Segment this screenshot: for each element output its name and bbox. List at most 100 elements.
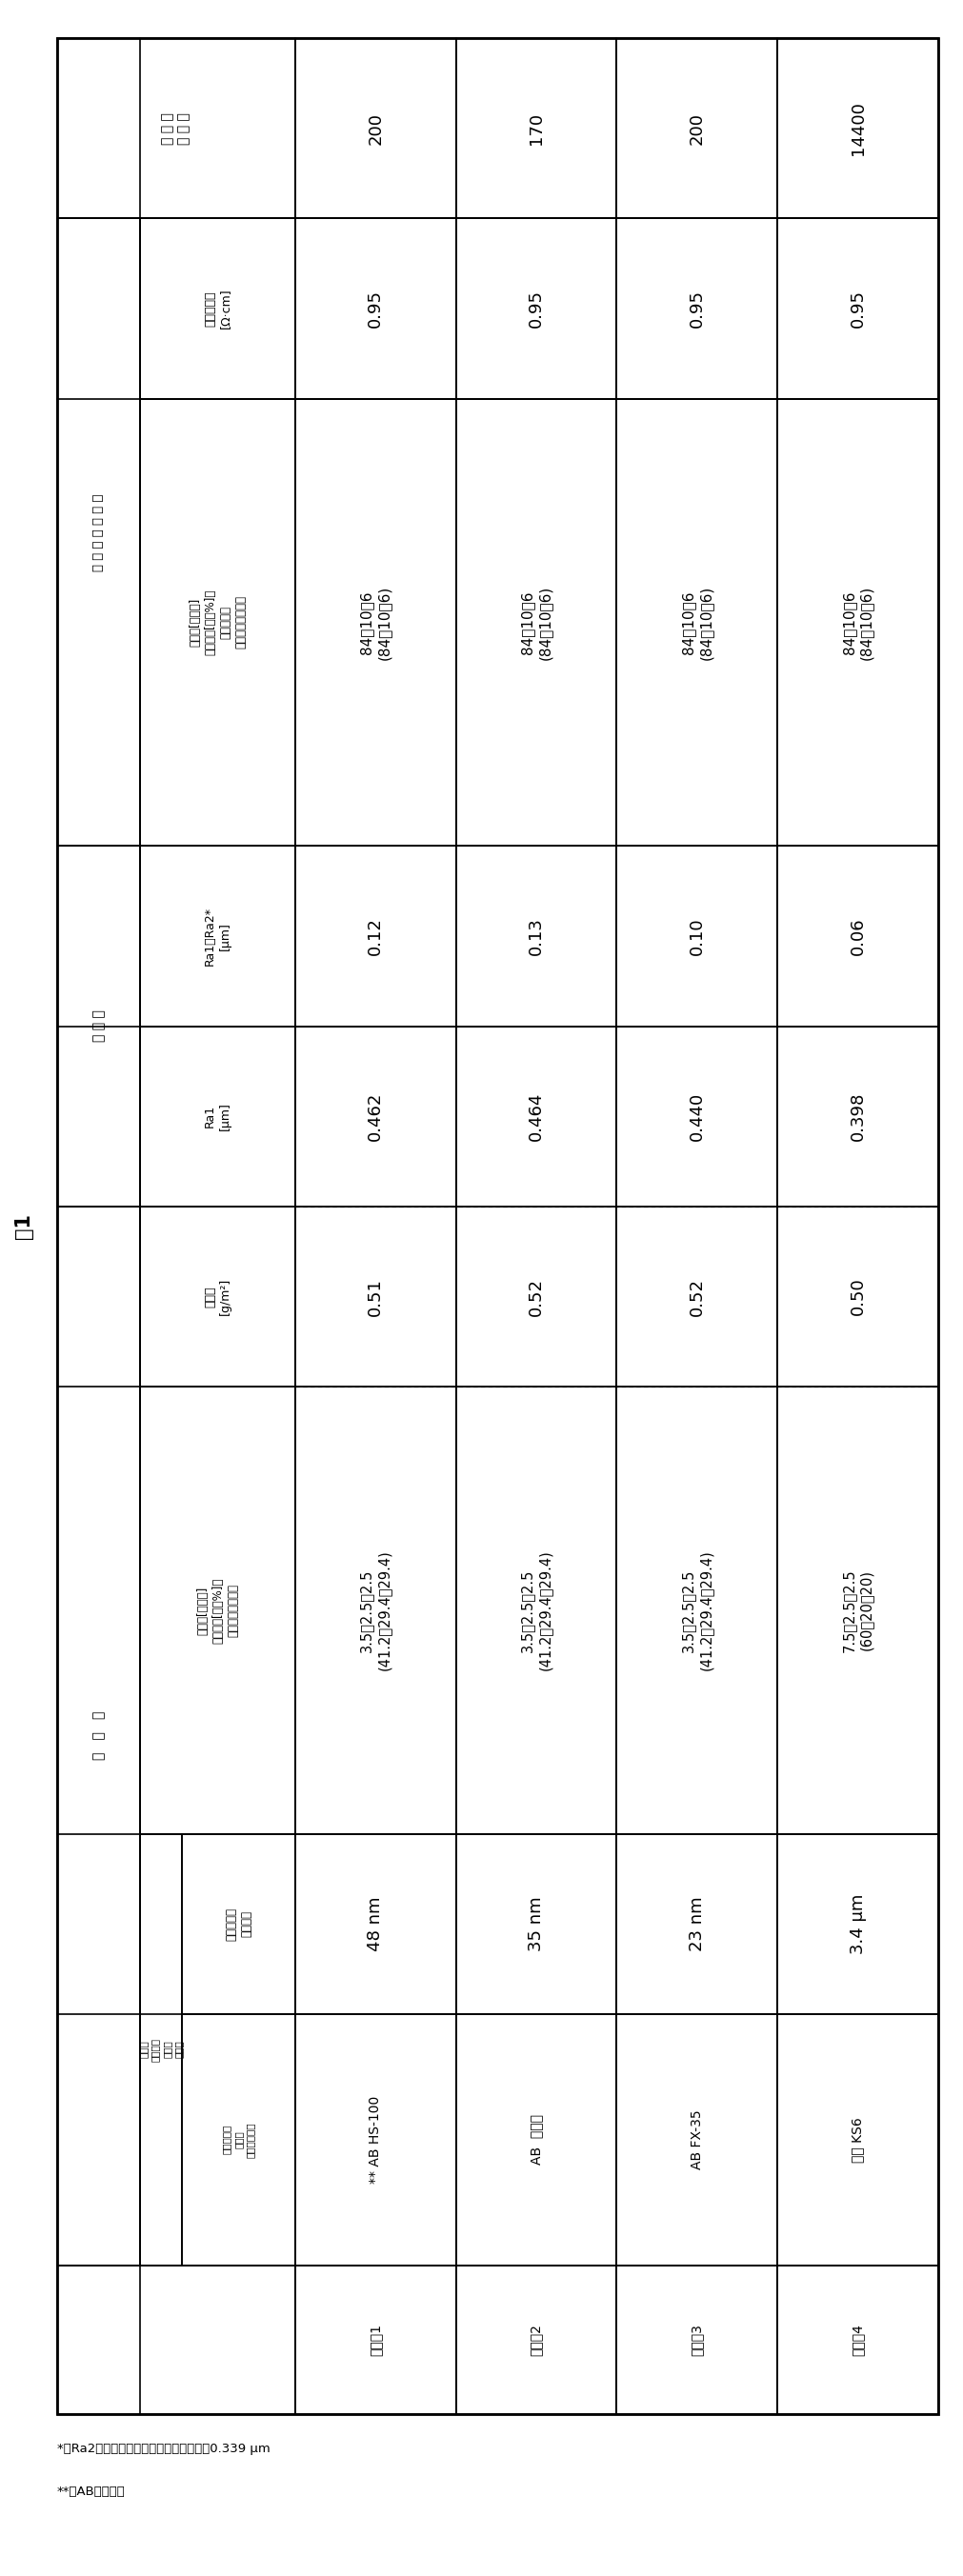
Bar <box>57 2264 295 2414</box>
Text: 0.10: 0.10 <box>688 917 705 956</box>
Text: 0.12: 0.12 <box>367 917 383 956</box>
Text: 0.51: 0.51 <box>367 1278 383 1316</box>
Bar <box>777 1834 937 2014</box>
Bar <box>616 1834 777 2014</box>
Bar <box>141 845 295 1025</box>
Bar <box>455 1834 616 2014</box>
Text: 添加量[质量份]
（含有率[质量%]）
活性物质：
导电助剂：粘合剂: 添加量[质量份] （含有率[质量%]） 活性物质： 导电助剂：粘合剂 <box>189 590 247 654</box>
Bar <box>455 845 616 1025</box>
Bar <box>57 39 295 219</box>
Bar <box>616 845 777 1025</box>
Text: 84：10：6
(84：10：6): 84：10：6 (84：10：6) <box>520 585 552 659</box>
Bar <box>295 399 455 845</box>
Bar <box>455 399 616 845</box>
Bar <box>455 2264 616 2414</box>
Bar <box>777 399 937 845</box>
Text: 0.464: 0.464 <box>527 1092 544 1141</box>
Text: 未 压 制
正 极 板: 未 压 制 正 极 板 <box>161 113 191 144</box>
Text: 200: 200 <box>688 113 705 144</box>
Text: 0.95: 0.95 <box>367 289 383 327</box>
Text: 粉体状导性
材料名
（导电材料）: 粉体状导性 材料名 （导电材料） <box>221 2123 255 2159</box>
Bar <box>777 1206 937 1386</box>
Text: 3.5：2.5：2.5
(41.2：29.4：29.4): 3.5：2.5：2.5 (41.2：29.4：29.4) <box>520 1551 552 1672</box>
Text: 84：10：6
(84：10：6): 84：10：6 (84：10：6) <box>681 585 713 659</box>
Text: 0.95: 0.95 <box>527 289 544 327</box>
Text: 表1: 表1 <box>14 1213 34 1239</box>
Bar <box>182 2014 295 2264</box>
Bar <box>295 845 455 1025</box>
Bar <box>141 1386 295 1834</box>
Text: AB FX-35: AB FX-35 <box>690 2110 703 2169</box>
Text: 3.5：2.5：2.5
(41.2：29.4：29.4): 3.5：2.5：2.5 (41.2：29.4：29.4) <box>681 1551 713 1672</box>
Text: 0.440: 0.440 <box>688 1092 705 1141</box>
Bar <box>777 845 937 1025</box>
Bar <box>455 219 616 399</box>
Bar <box>295 219 455 399</box>
Text: 84：10：6
(84：10：6): 84：10：6 (84：10：6) <box>359 585 391 659</box>
Bar <box>182 1834 295 2014</box>
Bar <box>295 39 455 219</box>
Text: 0.13: 0.13 <box>527 917 544 956</box>
Text: 0.50: 0.50 <box>848 1278 866 1316</box>
Bar <box>57 1206 141 2264</box>
Bar <box>295 1834 455 2014</box>
Text: 35 nm: 35 nm <box>527 1896 544 1953</box>
Text: ** AB HS-100: ** AB HS-100 <box>369 2097 381 2184</box>
Text: *）Ra2：集電体（銘箔）的表面粗糙度＝0.339 μm: *）Ra2：集電体（銘箔）的表面粗糙度＝0.339 μm <box>57 2442 270 2455</box>
Text: **）AB：乙炔黑: **）AB：乙炔黑 <box>57 2486 125 2499</box>
Text: 制造例4: 制造例4 <box>850 2324 864 2354</box>
Text: 涂布量
[g/m²]: 涂布量 [g/m²] <box>204 1278 231 1316</box>
Bar <box>141 1834 182 2264</box>
Bar <box>455 1386 616 1834</box>
Text: 200: 200 <box>367 113 383 144</box>
Bar <box>295 2014 455 2264</box>
Text: 0.462: 0.462 <box>367 1092 383 1141</box>
Bar <box>455 1206 616 1386</box>
Bar <box>455 39 616 219</box>
Text: 粉体状
导性材料
（导电
材料）: 粉体状 导性材料 （导电 材料） <box>139 2038 184 2061</box>
Text: 23 nm: 23 nm <box>688 1896 705 1953</box>
Text: 0.398: 0.398 <box>848 1092 866 1141</box>
Bar <box>616 219 777 399</box>
Bar <box>141 1206 295 1386</box>
Bar <box>57 845 141 1206</box>
Text: 0.06: 0.06 <box>848 917 866 956</box>
Bar <box>141 399 295 845</box>
Text: 制造例2: 制造例2 <box>529 2324 542 2354</box>
Text: 制造例1: 制造例1 <box>369 2324 381 2357</box>
Text: 制造例3: 制造例3 <box>690 2324 703 2354</box>
Text: 体积电阻率
[Ω·cm]: 体积电阻率 [Ω·cm] <box>204 289 231 330</box>
Text: 7.5：2.5：2.5
(60：20：20): 7.5：2.5：2.5 (60：20：20) <box>841 1569 873 1651</box>
Bar <box>616 39 777 219</box>
Text: 0.95: 0.95 <box>688 289 705 327</box>
Bar <box>295 1386 455 1834</box>
Bar <box>777 2014 937 2264</box>
Bar <box>295 1206 455 1386</box>
Bar <box>616 1025 777 1206</box>
Bar <box>141 219 295 399</box>
Bar <box>57 219 141 845</box>
Text: Ra1－Ra2*
[μm]: Ra1－Ra2* [μm] <box>204 907 231 966</box>
Bar <box>616 1206 777 1386</box>
Bar <box>295 1025 455 1206</box>
Text: 添加量[质量份]
（含有率[质量%]）
导电材料：有机酸: 添加量[质量份] （含有率[质量%]） 导电材料：有机酸 <box>196 1577 239 1643</box>
Bar <box>141 1025 295 1206</box>
Bar <box>455 2014 616 2264</box>
Bar <box>777 219 937 399</box>
Text: 14400: 14400 <box>848 100 866 155</box>
Text: 0.95: 0.95 <box>848 289 866 327</box>
Bar <box>777 1025 937 1206</box>
Bar <box>455 1025 616 1206</box>
Bar <box>616 399 777 845</box>
Text: Ra1
[μm]: Ra1 [μm] <box>204 1103 231 1131</box>
Text: 0.52: 0.52 <box>688 1278 705 1316</box>
Text: 3.4 μm: 3.4 μm <box>848 1893 866 1955</box>
Text: 0.52: 0.52 <box>527 1278 544 1316</box>
Bar <box>777 1386 937 1834</box>
Text: 集 电 体: 集 电 体 <box>92 1010 105 1043</box>
Text: 84：10：6
(84：10：6): 84：10：6 (84：10：6) <box>841 585 873 659</box>
Text: 170: 170 <box>527 111 544 144</box>
Text: 3.5：2.5：2.5
(41.2：29.4：29.4): 3.5：2.5：2.5 (41.2：29.4：29.4) <box>359 1551 391 1672</box>
Bar <box>616 2014 777 2264</box>
Text: 正 极 活 性 物 质 层: 正 极 活 性 物 质 层 <box>92 495 105 572</box>
